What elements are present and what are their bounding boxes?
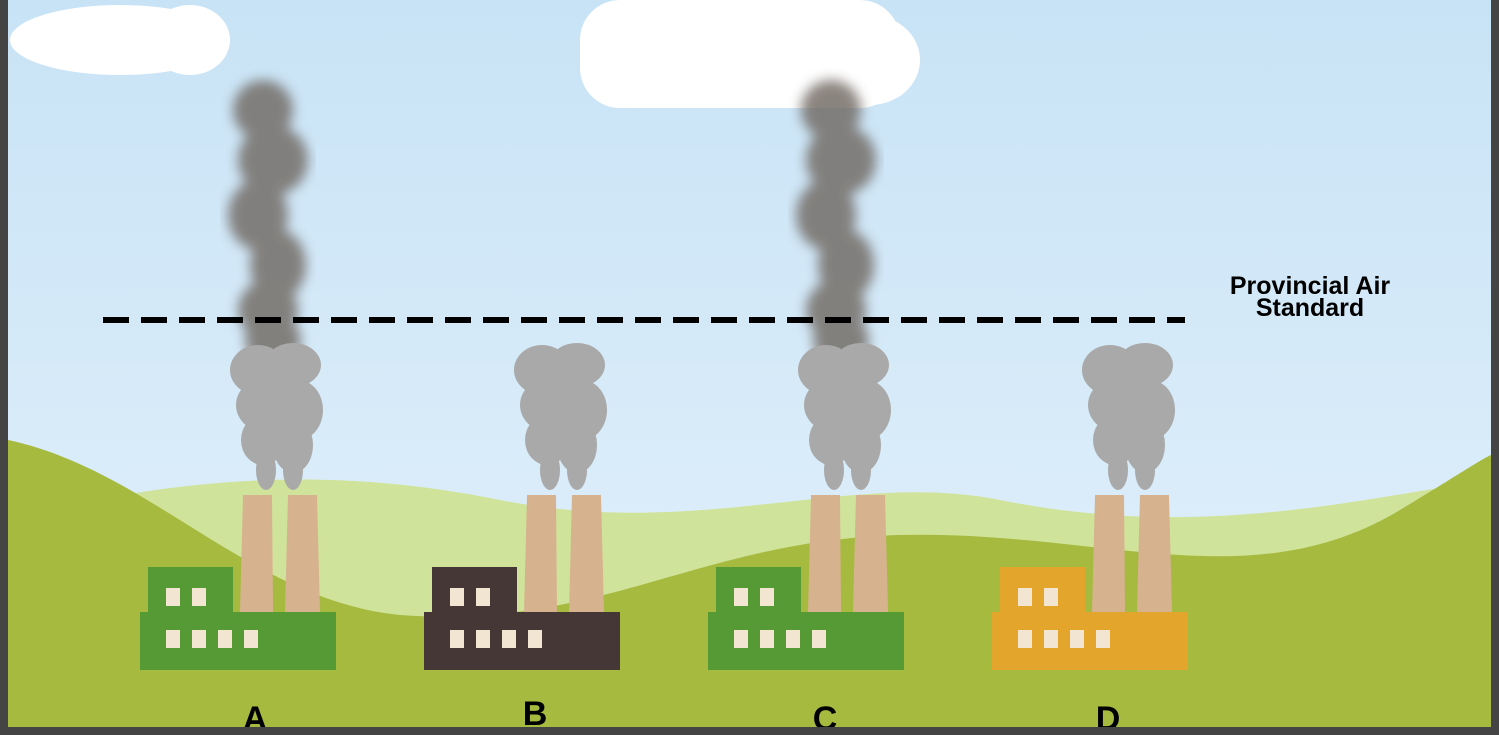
chimney xyxy=(240,495,273,612)
window xyxy=(166,630,180,648)
window xyxy=(218,630,232,648)
window xyxy=(734,588,748,606)
window xyxy=(192,630,206,648)
window xyxy=(166,588,180,606)
smoke-puff xyxy=(824,450,844,490)
chimney xyxy=(285,495,320,612)
smoke-puff xyxy=(1135,450,1155,490)
window xyxy=(502,630,516,648)
window xyxy=(476,630,490,648)
window xyxy=(192,588,206,606)
factory-upper xyxy=(148,567,233,613)
scene: ABCD Provincial Air Standard xyxy=(0,0,1499,735)
smoke-puff xyxy=(851,450,871,490)
chimney xyxy=(1137,495,1172,612)
illustration: ABCD xyxy=(0,0,1499,735)
smoke-puff xyxy=(567,450,587,490)
chimney xyxy=(1092,495,1125,612)
window xyxy=(1096,630,1110,648)
window xyxy=(450,588,464,606)
window xyxy=(1070,630,1084,648)
window xyxy=(244,630,258,648)
smoke-puff xyxy=(540,450,560,490)
factory-upper xyxy=(1000,567,1085,613)
chimney xyxy=(853,495,888,612)
smoke-puff xyxy=(256,450,276,490)
smoke-puff xyxy=(1108,450,1128,490)
window xyxy=(812,630,826,648)
window xyxy=(1018,630,1032,648)
window xyxy=(528,630,542,648)
window xyxy=(450,630,464,648)
window xyxy=(1018,588,1032,606)
chimney xyxy=(808,495,841,612)
window xyxy=(476,588,490,606)
window xyxy=(1044,630,1058,648)
factory-upper xyxy=(716,567,801,613)
chimney xyxy=(524,495,557,612)
window xyxy=(760,588,774,606)
window xyxy=(1044,588,1058,606)
smoke-puff xyxy=(283,450,303,490)
window xyxy=(760,630,774,648)
chimney xyxy=(569,495,604,612)
standard-label: Provincial Air Standard xyxy=(1185,275,1435,319)
window xyxy=(786,630,800,648)
window xyxy=(734,630,748,648)
factory-upper xyxy=(432,567,517,613)
